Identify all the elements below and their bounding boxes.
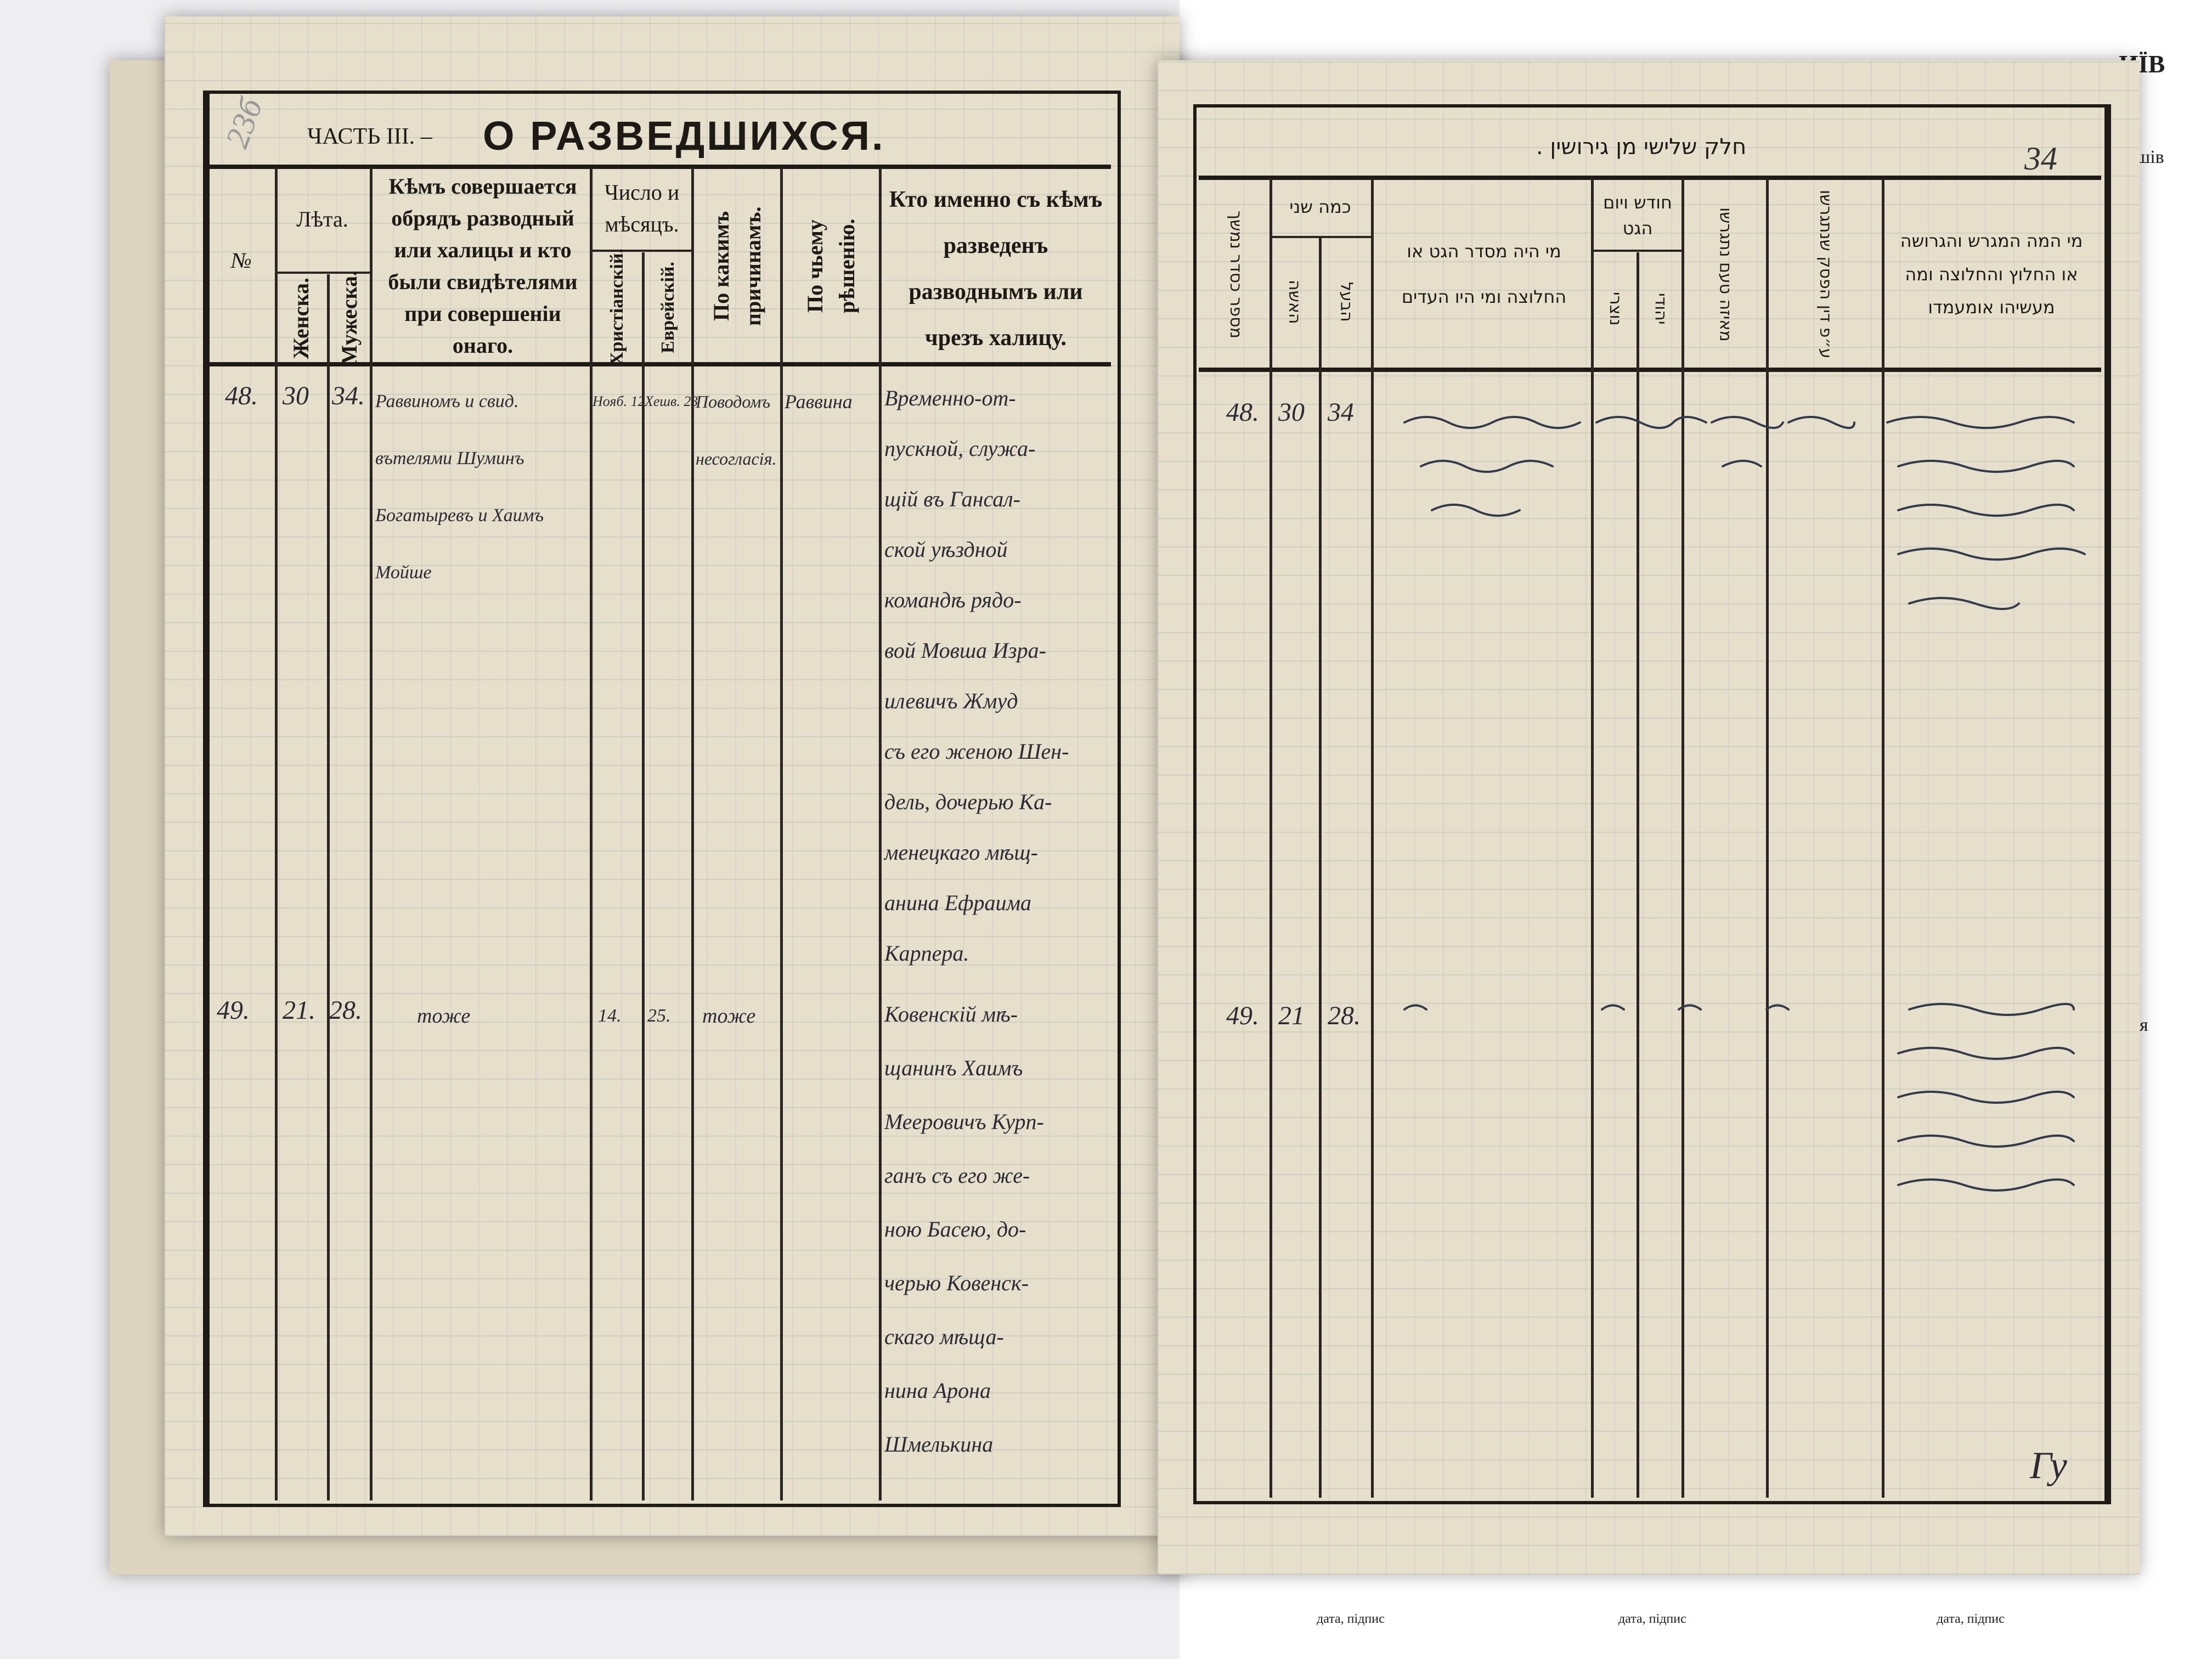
header-who: Кто именно съ кѣмъ разведенъ разводнымъ … (889, 187, 1103, 351)
column-divider (370, 167, 373, 1500)
right-header-christian-text: נוצרי (1605, 291, 1625, 326)
header-female: Женска. (275, 277, 327, 359)
left-page (165, 16, 1180, 1536)
column-divider (780, 167, 783, 1500)
page-title: О РАЗВЕДШИХСЯ. (483, 113, 885, 159)
column-divider (879, 167, 882, 1500)
header-christian-text: Христіанскій. (607, 249, 628, 366)
header-reasons: По какимъ причинамъ. (694, 176, 780, 357)
column-divider (1882, 178, 1884, 1498)
entry-49-officiant: тоже (417, 1005, 471, 1028)
part-label: ЧАСТЬ III. – (307, 124, 432, 149)
right-header-years: כמה שני (1289, 196, 1351, 218)
header-years: Лѣта. (296, 207, 348, 232)
header-officiant: Кѣмъ совершается обрядъ разводный или ха… (388, 174, 578, 358)
column-divider (1371, 178, 1374, 1498)
header-number: № (231, 248, 252, 273)
right-header-wife-text: האשה (1284, 279, 1304, 324)
column-divider (1269, 178, 1272, 1498)
entry-49-jewish-date: 25. (647, 1006, 671, 1026)
header-jewish-text: Еврейскій. (657, 261, 678, 353)
right-date-subrule (1591, 250, 1681, 252)
column-divider (275, 167, 278, 1500)
right-header-bottom-rule (1199, 368, 2101, 372)
header-top-rule (208, 165, 1111, 169)
right-header-wife: האשה (1269, 241, 1319, 362)
right-page-frame (1193, 104, 2111, 1504)
right-entry-49-husband-age: 28. (1328, 1001, 1361, 1030)
right-entry-48-wife-age: 30 (1278, 398, 1305, 427)
header-decision-text: По чьему рѣшенію. (802, 218, 859, 314)
right-header-number-text: מספר כסדר נמשך (1226, 210, 1245, 338)
entry-49-number: 49. (217, 996, 250, 1025)
header-jewish: Еврейскій. (645, 255, 691, 359)
right-header-ruling-text: ע״פ דין הפסק שנתגרשו (1815, 190, 1835, 359)
entry-48-christian-date: Нояб. 12 (592, 393, 645, 409)
right-header-reason: מאיזה טעם נתגרשו (1684, 187, 1766, 362)
entry-49-christian-date: 14. (598, 1006, 622, 1026)
header-date: Число и мѣсяцъ. (604, 180, 680, 236)
entry-48-male-age: 34. (332, 381, 365, 410)
right-header-jewish-text: יהודי (1651, 292, 1671, 325)
hebrew-handwriting (1403, 416, 2086, 1192)
right-header-top-rule (1199, 176, 2101, 180)
column-divider (642, 252, 645, 1500)
left-page-frame (203, 91, 1121, 1507)
header-bottom-rule (208, 362, 1111, 366)
column-divider (691, 167, 694, 1500)
column-divider (1319, 236, 1322, 1498)
right-header-ruling: ע״פ דין הפסק שנתגרשו (1769, 187, 1882, 362)
entry-49-who: Ковенскій мѣ- щанинъ Хаимъ Мееровичъ Кур… (884, 1002, 1044, 1457)
date-subrule (590, 250, 691, 252)
column-divider (590, 167, 592, 1500)
entry-48-officiant: Раввиномъ и свид. вътелями Шуминъ Богаты… (375, 391, 544, 583)
sheet-side-fragment: я (2140, 1015, 2148, 1035)
right-entry-48-number: 48. (1226, 398, 1259, 427)
right-page-title: חלק שלישי מן גירושין . (1536, 134, 1747, 160)
right-header-jewish: יהודי (1639, 255, 1681, 362)
entry-48-female-age: 30 (283, 381, 309, 410)
entry-49-male-age: 28. (329, 996, 362, 1025)
column-divider (1681, 178, 1684, 1498)
right-page-number: 34 (2024, 140, 2057, 177)
column-divider (1766, 178, 1769, 1498)
footer-label-3: дата, підпис (1937, 1612, 2005, 1626)
entry-48-reason: Поводомъ несогласія. (696, 392, 777, 469)
right-header-reason-text: מאיזה טעם נתגרשו (1716, 207, 1735, 342)
header-decision: По чьему рѣшенію. (783, 176, 879, 357)
column-divider (1637, 252, 1639, 1498)
right-header-who: מי המה המגרש והגרושה או החלוץ והחלוצה ומ… (1900, 230, 2083, 318)
right-entry-49-wife-age: 21 (1278, 1001, 1305, 1030)
entry-48-number: 48. (225, 381, 258, 410)
header-male: Мужеска. (329, 270, 370, 366)
entry-49-female-age: 21. (283, 996, 315, 1025)
right-header-number: מספר כסדר נמשך (1201, 187, 1269, 362)
right-header-husband: הבעל (1321, 241, 1371, 362)
right-header-date: חודש ויום הגט (1603, 192, 1672, 239)
footer-label-1: дата, підпис (1317, 1612, 1385, 1626)
entry-48-who: Временно-от- пускной, служа- щій въ Ганс… (884, 386, 1069, 966)
right-entry-48-husband-age: 34 (1328, 398, 1354, 427)
column-divider (327, 274, 330, 1500)
header-male-text: Мужеска. (337, 270, 362, 366)
years-subrule (275, 272, 370, 274)
right-header-husband-text: הבעל (1336, 281, 1356, 322)
right-header-christian: נוצרי (1594, 255, 1637, 362)
header-female-text: Женска. (288, 277, 313, 359)
right-years-subrule (1269, 236, 1371, 238)
right-header-officiant: מי היה מסדר הגט או החלוצה ומי היו העדים (1401, 240, 1567, 307)
right-entry-49-number: 49. (1226, 1001, 1259, 1030)
signature: Гу (2030, 1444, 2067, 1487)
entry-48-jewish-date: Хешв. 23 (645, 393, 698, 409)
footer-label-2: дата, підпис (1618, 1612, 1686, 1626)
header-reasons-text: По какимъ причинамъ. (708, 206, 765, 326)
header-christian: Христіанскій. (592, 249, 642, 365)
column-divider (1591, 178, 1594, 1498)
entry-48-decision: Раввина (785, 391, 853, 413)
entry-49-reason: тоже (702, 1005, 756, 1028)
